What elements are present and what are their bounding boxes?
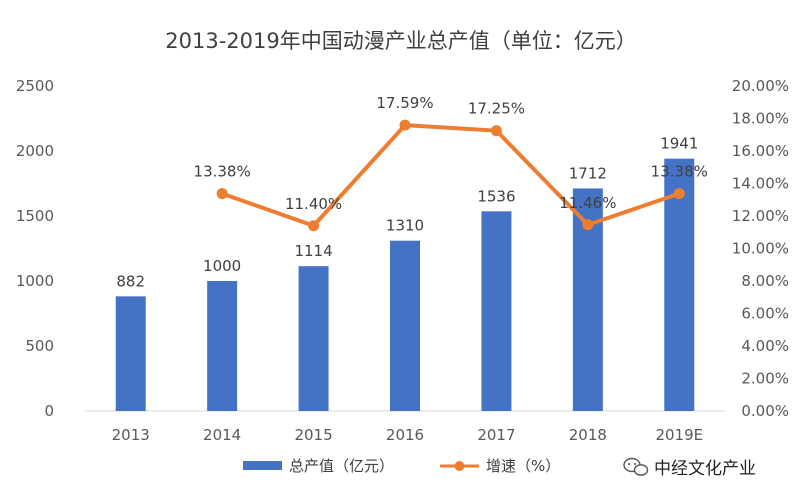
watermark-text: 中经文化产业: [654, 459, 756, 479]
legend-item-line[interactable]: 增速（%）: [440, 457, 560, 475]
chart-title: 2013-2019年中国动漫产业总产值（单位：亿元）: [165, 29, 636, 53]
line-point: [216, 188, 228, 200]
right-tick-label: 20.00%: [732, 77, 789, 95]
bar-value-label: 1941: [660, 135, 698, 153]
left-tick-label: 2000: [16, 142, 54, 160]
bar: [115, 296, 146, 411]
x-tick-label: 2018: [569, 426, 607, 444]
line-value-label: 13.38%: [651, 163, 708, 181]
line-series: 13.38% 11.40% 17.59% 17.25% 11.46% 13.38%: [194, 94, 708, 232]
x-tick-label: 2019E: [655, 426, 703, 444]
legend-marker-line: [454, 461, 465, 471]
bar: [390, 240, 420, 411]
bar: [664, 158, 695, 411]
bar-value-label: 1712: [569, 164, 607, 182]
bar-value-label: 1000: [203, 257, 241, 275]
bar-value-label: 1114: [294, 242, 332, 260]
line-point: [399, 119, 411, 131]
bar: [207, 281, 238, 411]
line-value-label: 11.40%: [285, 195, 342, 213]
right-tick-label: 6.00%: [741, 305, 789, 323]
x-tick-label: 2017: [477, 426, 515, 444]
line-point: [308, 220, 320, 232]
x-tick-label: 2013: [112, 426, 150, 444]
line-value-label: 13.38%: [194, 163, 251, 181]
bar-value-label: 1536: [477, 187, 515, 205]
bar: [481, 211, 512, 411]
bar: [298, 266, 329, 411]
left-tick-label: 500: [25, 337, 54, 355]
left-tick-label: 0: [44, 402, 54, 420]
right-tick-label: 12.00%: [732, 207, 789, 225]
x-axis: 2013 2014 2015 2016 2017 2018 2019E: [112, 426, 703, 444]
line-value-label: 17.59%: [376, 94, 433, 112]
legend-swatch-bar: [243, 461, 282, 470]
right-tick-label: 8.00%: [741, 272, 789, 290]
x-tick-label: 2016: [386, 426, 424, 444]
line-point: [490, 125, 502, 137]
legend-label-line: 增速（%）: [486, 457, 560, 475]
bar-value-label: 882: [116, 272, 145, 290]
bar-series: 882 1000 1114 1310 1536 1712 1941: [115, 135, 698, 411]
growth-line: [220, 123, 682, 228]
line-point: [673, 188, 685, 200]
legend: 总产值（亿元） 增速（%）: [243, 457, 560, 475]
right-tick-label: 18.00%: [732, 110, 789, 128]
legend-item-bar[interactable]: 总产值（亿元）: [243, 457, 394, 475]
right-tick-label: 14.00%: [732, 175, 789, 193]
right-tick-label: 0.00%: [741, 402, 789, 420]
wechat-icon: [623, 457, 649, 476]
line-value-label: 11.46%: [559, 194, 616, 212]
right-tick-label: 16.00%: [732, 142, 789, 160]
right-tick-label: 2.00%: [741, 370, 789, 388]
left-axis: 0 500 1000 1500 2000 2500: [16, 77, 54, 420]
x-tick-label: 2014: [203, 426, 241, 444]
left-tick-label: 1500: [16, 207, 54, 225]
right-axis: 0.00% 2.00% 4.00% 6.00% 8.00% 10.00% 12.00% 14.…: [732, 77, 789, 420]
right-tick-label: 4.00%: [741, 337, 789, 355]
line-point: [582, 219, 594, 231]
legend-label-bar: 总产值（亿元）: [289, 457, 394, 475]
watermark: 中经文化产业: [623, 457, 756, 479]
left-tick-label: 1000: [16, 272, 54, 290]
right-tick-label: 10.00%: [732, 240, 789, 258]
bar-value-label: 1310: [386, 217, 424, 235]
left-tick-label: 2500: [16, 77, 54, 95]
line-value-label: 17.25%: [468, 100, 525, 118]
x-tick-label: 2015: [294, 426, 332, 444]
